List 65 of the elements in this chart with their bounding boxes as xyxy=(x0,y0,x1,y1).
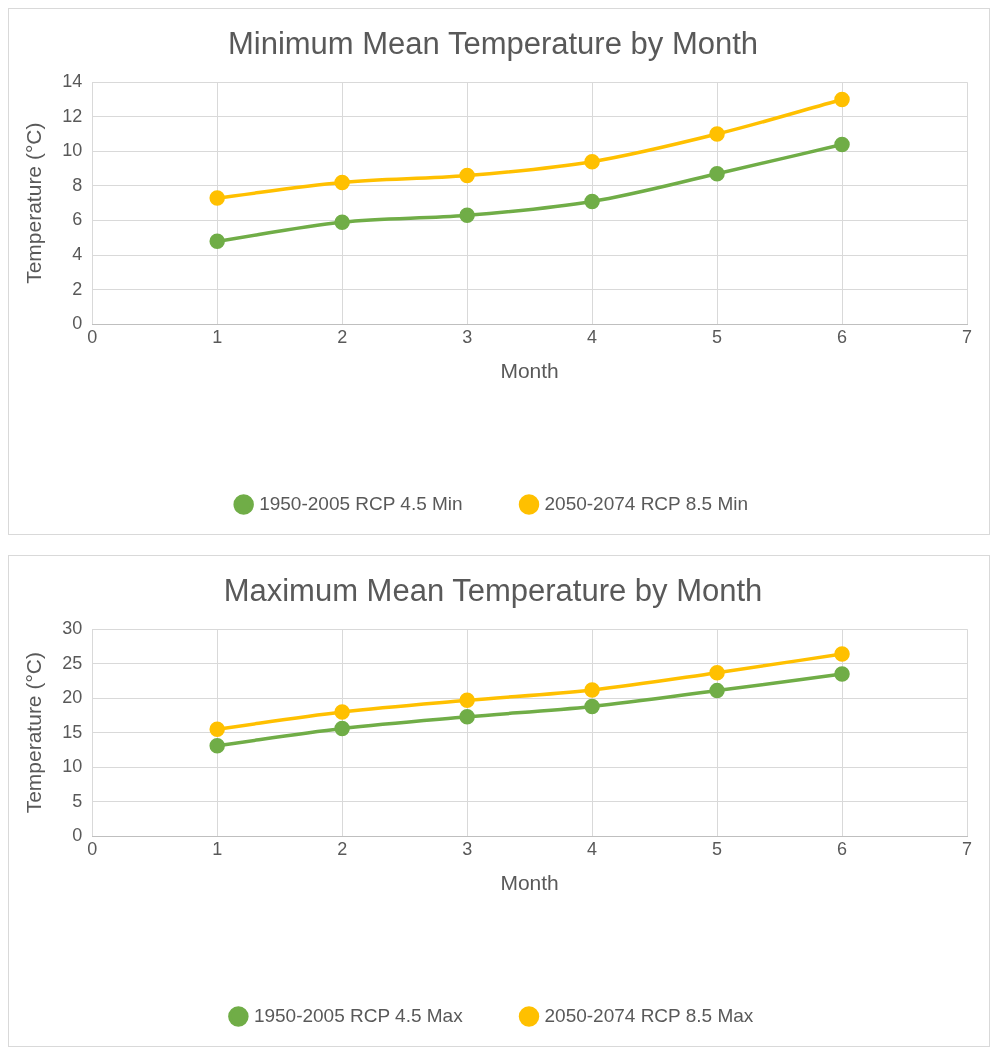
point xyxy=(459,692,475,709)
point xyxy=(334,704,350,720)
y-tick-label: 8 xyxy=(72,174,83,195)
x-axis-title: Month xyxy=(500,359,559,383)
y-tick-label: 10 xyxy=(62,140,83,161)
point xyxy=(209,721,225,737)
point xyxy=(334,174,350,191)
legend-label: 1950-2005 RCP 4.5 Min xyxy=(259,492,463,514)
x-tick-label: 5 xyxy=(712,838,723,859)
y-axis-title: Temperature (°C) xyxy=(22,122,46,284)
point xyxy=(709,126,725,142)
chart-title: Maximum Mean Temperature by Month xyxy=(223,573,763,609)
y-tick-label: 2 xyxy=(72,278,83,299)
point xyxy=(834,91,850,108)
x-axis-title: Month xyxy=(500,871,559,895)
point xyxy=(584,698,600,715)
y-tick-label: 12 xyxy=(62,105,83,126)
x-tick-label: 2 xyxy=(337,326,348,347)
x-tick-label: 3 xyxy=(462,838,473,859)
point xyxy=(834,666,850,682)
legend-label: 1950-2005 RCP 4.5 Max xyxy=(253,1004,464,1026)
point xyxy=(209,190,225,206)
y-tick-label: 6 xyxy=(72,209,83,230)
point xyxy=(209,738,225,754)
point xyxy=(584,682,600,698)
y-tick-label: 4 xyxy=(72,244,83,265)
x-tick-label: 3 xyxy=(462,326,473,347)
y-tick-label: 20 xyxy=(62,687,83,708)
x-tick-label: 2 xyxy=(337,838,348,859)
point xyxy=(584,193,600,210)
y-tick-label: 10 xyxy=(62,756,83,777)
point xyxy=(709,682,725,699)
chart-title: Minimum Mean Temperature by Month xyxy=(227,26,759,62)
point xyxy=(834,646,850,662)
y-tick-label: 15 xyxy=(62,721,83,742)
legend-label: 2050-2074 RCP 8.5 Min xyxy=(544,492,748,514)
x-tick-label: 1 xyxy=(212,838,223,859)
point xyxy=(709,166,725,182)
x-tick-label: 4 xyxy=(587,838,598,859)
y-tick-label: 0 xyxy=(72,825,83,846)
y-tick-label: 25 xyxy=(62,652,83,673)
y-axis-title: Temperature (°C) xyxy=(22,652,46,814)
point xyxy=(584,153,600,170)
x-tick-label: 6 xyxy=(837,838,848,859)
y-tick-label: 0 xyxy=(72,313,83,334)
x-tick-label: 5 xyxy=(712,326,723,347)
x-tick-label: 1 xyxy=(212,326,223,347)
x-tick-label: 7 xyxy=(961,326,973,347)
x-tick-label: 0 xyxy=(87,838,98,859)
x-tick-label: 0 xyxy=(87,326,98,347)
legend-label: 2050-2074 RCP 8.5 Max xyxy=(544,1004,754,1026)
x-tick-label: 6 xyxy=(837,326,848,347)
y-tick-label: 5 xyxy=(72,790,83,811)
x-tick-label: 4 xyxy=(587,326,598,347)
point xyxy=(334,720,350,737)
y-tick-label: 14 xyxy=(62,71,83,92)
point xyxy=(209,233,225,249)
point xyxy=(459,207,475,224)
point xyxy=(834,136,850,153)
point xyxy=(459,709,475,725)
point xyxy=(459,167,475,184)
y-tick-label: 30 xyxy=(62,618,83,639)
x-tick-label: 7 xyxy=(961,838,973,859)
point xyxy=(334,214,350,230)
point xyxy=(709,664,725,681)
